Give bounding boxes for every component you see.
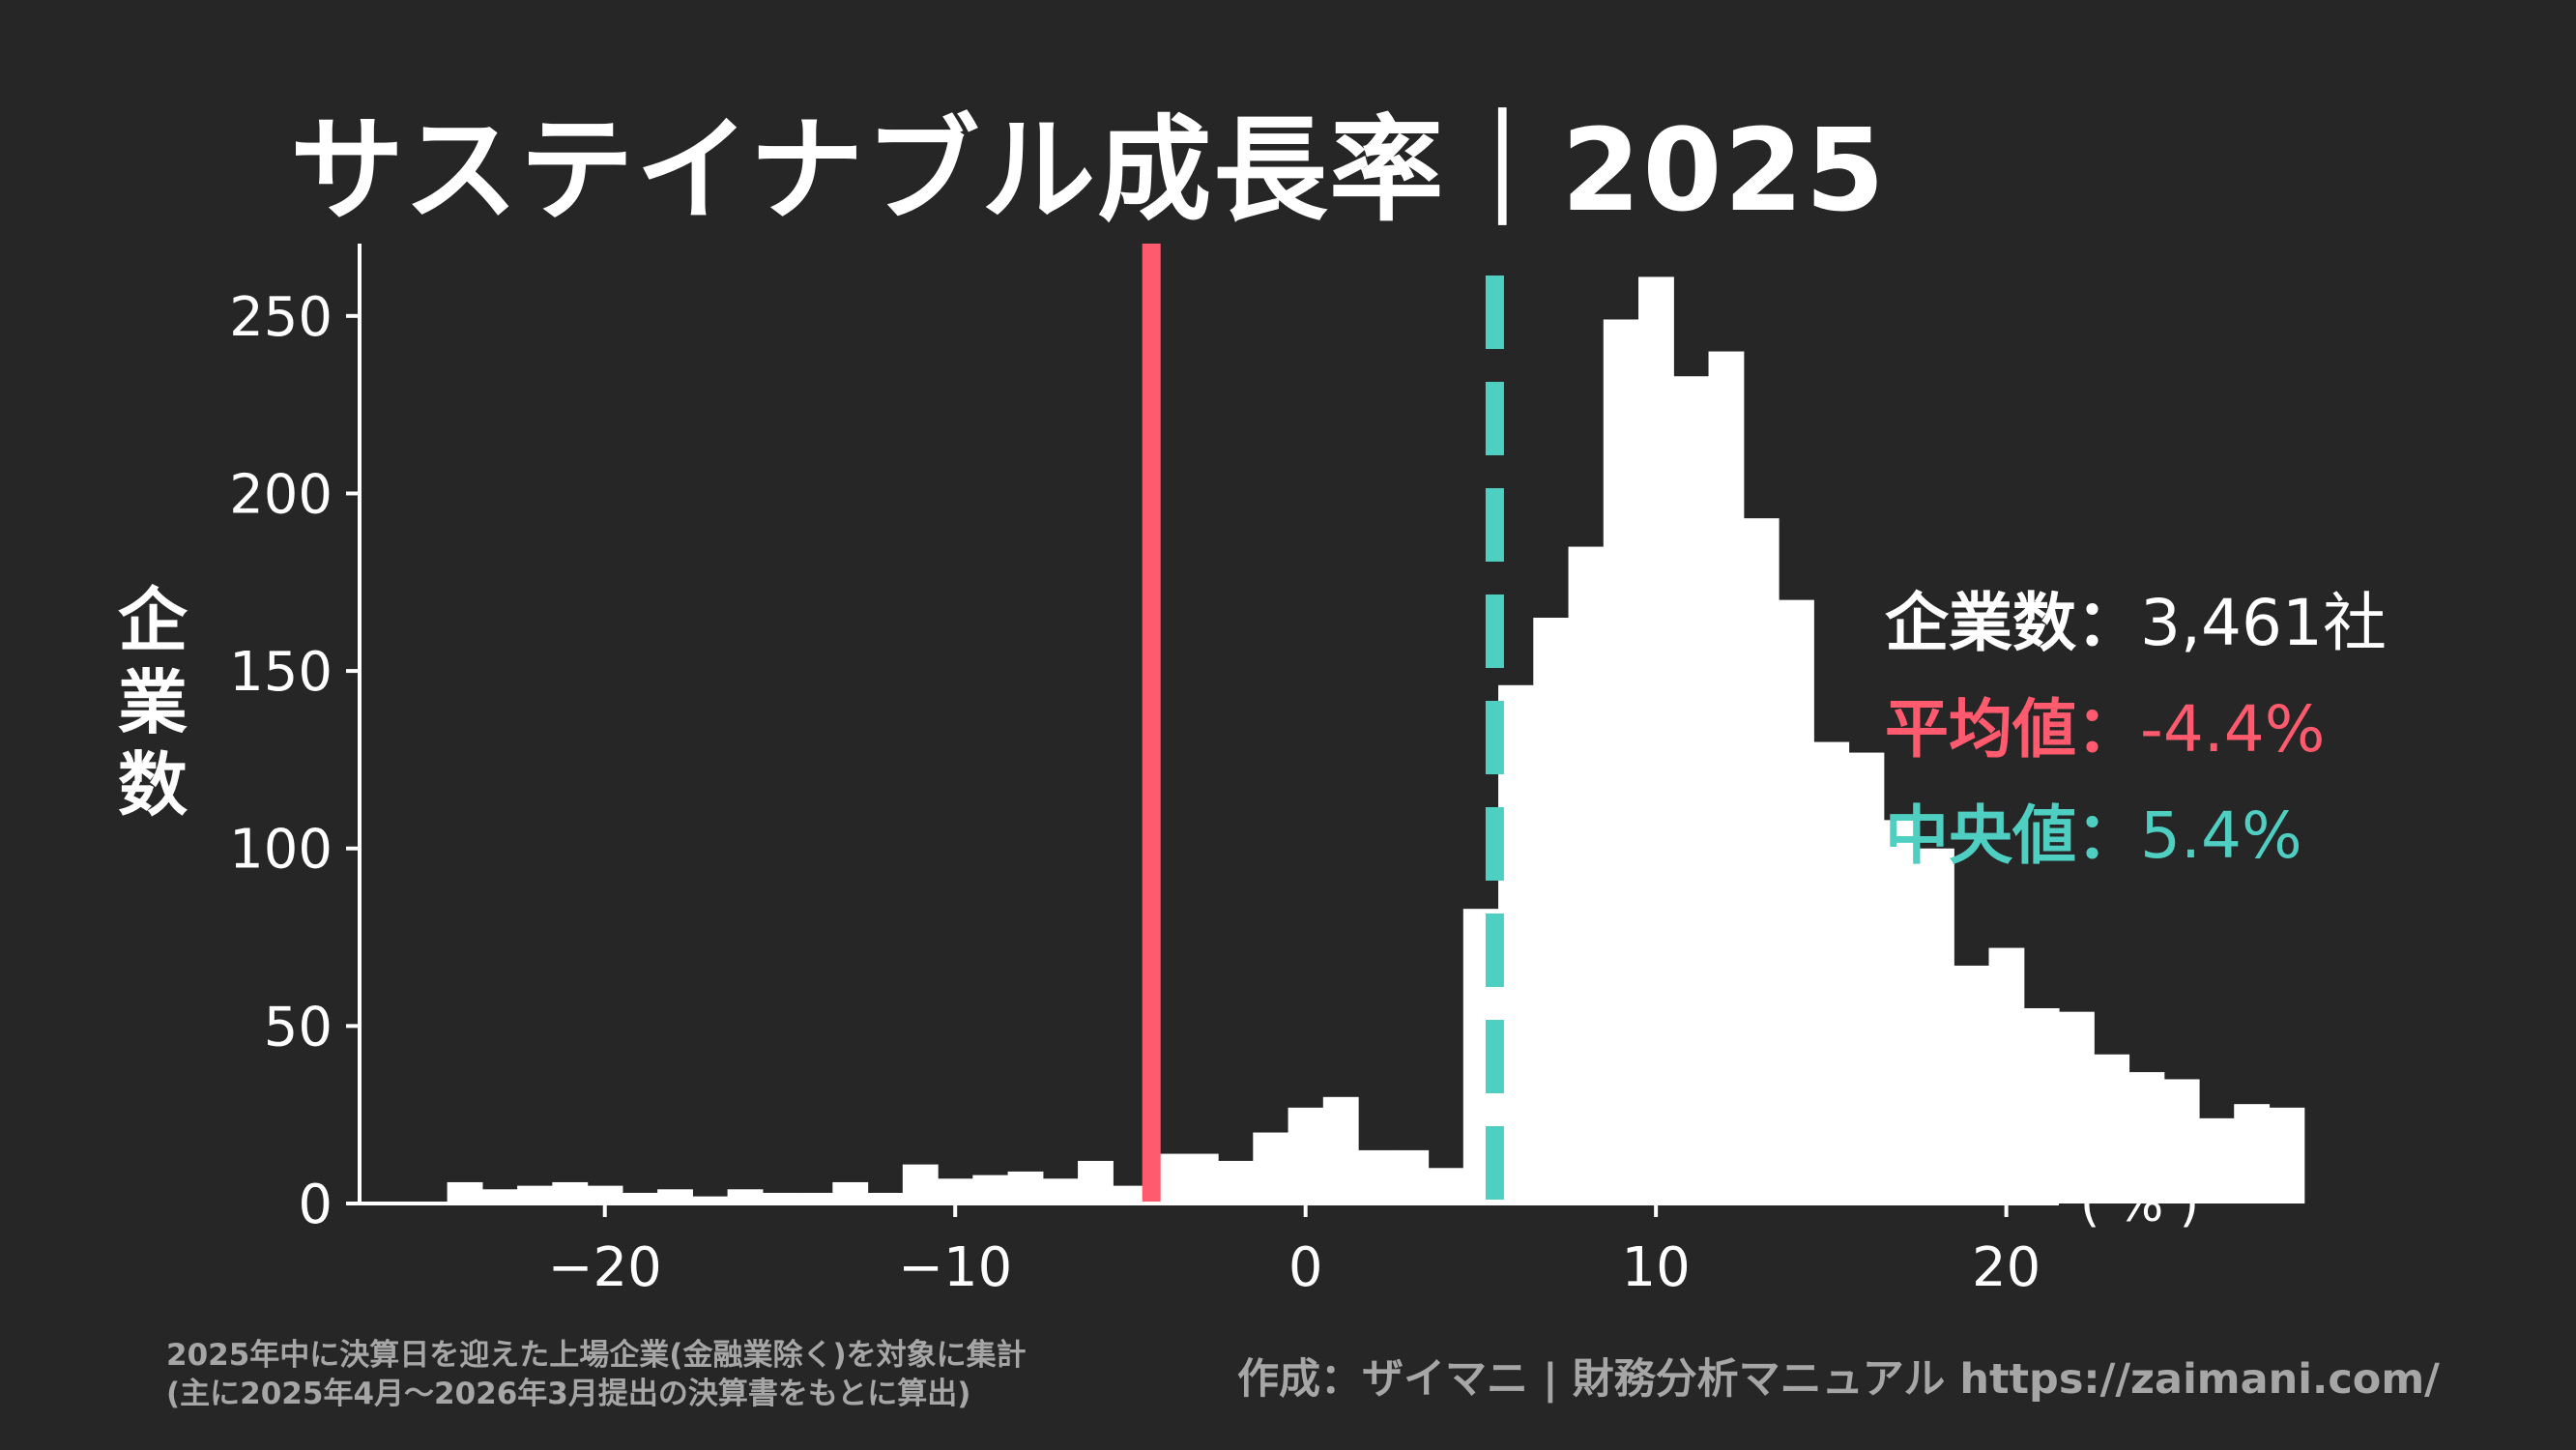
histogram-bar	[1182, 1153, 1219, 1204]
histogram-bar	[902, 1164, 939, 1204]
histogram-bar	[1954, 965, 1990, 1204]
histogram-bar	[1322, 1096, 1359, 1204]
y-tick-label: 250	[229, 286, 333, 349]
histogram-bar	[2023, 1008, 2060, 1204]
histogram-bar	[2163, 1079, 2200, 1204]
mean-value: -4.4%	[2140, 692, 2326, 767]
histogram-bar	[1218, 1160, 1254, 1204]
histogram-bar	[1603, 319, 1639, 1204]
histogram-bar	[1708, 351, 1745, 1204]
stats-panel: 企業数：3,461社 平均値：-4.4% 中央値：5.4%	[1885, 570, 2387, 889]
histogram-bar	[867, 1192, 904, 1204]
histogram-bar	[1568, 546, 1605, 1204]
x-tick-label: 10	[1622, 1236, 1691, 1299]
histogram-bar	[1393, 1149, 1430, 1204]
histogram-bar	[1113, 1185, 1149, 1204]
x-tick-label: 20	[1972, 1236, 2041, 1299]
histogram-bar	[1533, 618, 1570, 1204]
x-tick-label: −10	[898, 1236, 1012, 1299]
histogram-bar	[1673, 376, 1710, 1204]
median-row: 中央値：5.4%	[1885, 783, 2387, 889]
histogram-bar	[447, 1181, 483, 1204]
y-tick-label: 50	[264, 996, 333, 1058]
x-tick-label: −20	[548, 1236, 662, 1299]
y-tick-label: 100	[229, 819, 333, 882]
company-count-label: 企業数：	[1885, 586, 2140, 660]
histogram-bar	[1743, 518, 1780, 1204]
histogram-bar	[1078, 1160, 1114, 1204]
histogram-bar	[587, 1185, 623, 1204]
y-tick-label: 0	[298, 1174, 333, 1236]
histogram-bars	[447, 276, 2305, 1204]
histogram-bar	[2094, 1054, 2130, 1204]
histogram-bar	[1988, 947, 2025, 1204]
histogram-bar	[692, 1196, 729, 1204]
footnote-line: (主に2025年4月〜2026年3月提出の決算書をもとに算出)	[166, 1377, 971, 1411]
x-tick-label: 0	[1288, 1236, 1323, 1299]
histogram-bar	[2059, 1011, 2095, 1204]
company-count-value: 3,461社	[2140, 586, 2387, 660]
reference-lines	[1142, 244, 1504, 1204]
histogram-bar	[762, 1192, 798, 1204]
y-axis-label-char: 企	[117, 580, 188, 661]
histogram-bar	[832, 1181, 869, 1204]
median-label: 中央値：	[1885, 798, 2140, 873]
median-value: 5.4%	[2140, 798, 2302, 873]
mean-row: 平均値：-4.4%	[1885, 677, 2387, 783]
histogram-bar	[1813, 741, 1850, 1204]
histogram-bar	[1358, 1149, 1394, 1204]
histogram-bar	[2198, 1117, 2235, 1204]
histogram-bar	[517, 1185, 553, 1204]
histogram-bar	[2128, 1072, 2165, 1204]
axes: 0 50 100 150 200 250 −20 −10 0 10 20 ( % )	[229, 244, 2199, 1299]
histogram-bar	[481, 1189, 518, 1204]
mean-label: 平均値：	[1885, 692, 2140, 767]
y-tick-label: 150	[229, 641, 333, 704]
histogram-bar	[2234, 1104, 2271, 1204]
y-axis-label-char: 数	[117, 743, 188, 826]
chart-title: サステイナブル成長率｜2025	[290, 103, 1887, 237]
company-count-row: 企業数：3,461社	[1885, 570, 2387, 677]
histogram-bar	[1638, 276, 1674, 1204]
y-tick-label: 200	[229, 463, 333, 526]
histogram-bar	[1042, 1178, 1079, 1204]
histogram-bar	[727, 1189, 764, 1204]
histogram-bar	[1779, 599, 1814, 1204]
histogram-bar	[972, 1174, 1009, 1204]
y-axis-label: 企 業 数	[104, 580, 201, 826]
histogram-bar	[657, 1189, 693, 1204]
histogram-bar	[1883, 820, 1920, 1204]
histogram-bar	[938, 1178, 973, 1204]
histogram-bar	[552, 1181, 589, 1204]
x-axis-unit: ( % )	[2080, 1175, 2199, 1233]
histogram-bar	[1498, 684, 1534, 1204]
footnote-line: 2025年中に決算日を迎えた上場企業(金融業除く)を対象に集計	[166, 1338, 1027, 1373]
histogram-bar	[1919, 848, 1954, 1204]
histogram-bar	[622, 1192, 658, 1204]
footnote: 2025年中に決算日を迎えた上場企業(金融業除く)を対象に集計 (主に2025年…	[166, 1336, 1027, 1413]
histogram-bar	[1428, 1168, 1464, 1204]
credit-text: 作成：ザイマニ | 財務分析マニュアル https://zaimani.com/	[1237, 1355, 2440, 1404]
histogram-bar	[2269, 1107, 2305, 1204]
histogram-bar	[1288, 1107, 1324, 1204]
y-axis-label-char: 業	[117, 661, 188, 743]
histogram-bar	[1253, 1132, 1289, 1204]
histogram-bar	[797, 1192, 833, 1204]
histogram-bar	[1007, 1171, 1044, 1204]
histogram-bar	[1848, 752, 1885, 1204]
